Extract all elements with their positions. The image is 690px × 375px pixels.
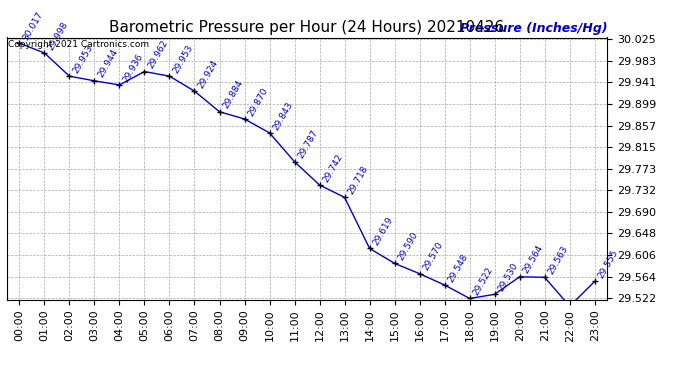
Text: 29.742: 29.742 bbox=[321, 152, 344, 184]
Title: Barometric Pressure per Hour (24 Hours) 20210426: Barometric Pressure per Hour (24 Hours) … bbox=[110, 20, 504, 35]
Text: 29.962: 29.962 bbox=[146, 39, 169, 70]
Text: Copyright 2021 Cartronics.com: Copyright 2021 Cartronics.com bbox=[8, 40, 148, 49]
Text: 29.884: 29.884 bbox=[221, 79, 244, 110]
Text: 29.718: 29.718 bbox=[346, 164, 370, 196]
Text: 29.530: 29.530 bbox=[496, 261, 520, 293]
Text: 29.924: 29.924 bbox=[196, 58, 219, 90]
Text: 29.555: 29.555 bbox=[596, 248, 620, 280]
Text: 29.570: 29.570 bbox=[421, 240, 444, 272]
Text: 29.870: 29.870 bbox=[246, 86, 270, 118]
Text: 30.017: 30.017 bbox=[21, 10, 44, 42]
Text: 29.953: 29.953 bbox=[71, 43, 95, 75]
Text: 29.522: 29.522 bbox=[471, 266, 495, 297]
Text: 29.619: 29.619 bbox=[371, 215, 395, 247]
Text: 29.590: 29.590 bbox=[396, 230, 420, 262]
Text: 29.564: 29.564 bbox=[521, 244, 544, 275]
Text: 29.843: 29.843 bbox=[271, 100, 295, 132]
Text: 29.548: 29.548 bbox=[446, 252, 469, 284]
Text: 29.998: 29.998 bbox=[46, 20, 70, 52]
Text: 29.953: 29.953 bbox=[171, 43, 195, 75]
Text: 29.936: 29.936 bbox=[121, 52, 144, 84]
Text: 29.507: 29.507 bbox=[0, 374, 1, 375]
Text: 29.563: 29.563 bbox=[546, 244, 570, 276]
Text: Pressure (Inches/Hg): Pressure (Inches/Hg) bbox=[460, 22, 607, 35]
Text: 29.944: 29.944 bbox=[96, 48, 119, 80]
Text: 29.787: 29.787 bbox=[296, 129, 319, 160]
